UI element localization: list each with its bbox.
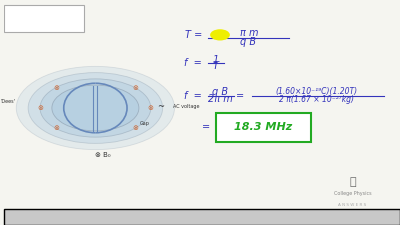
Text: ~: ~ [157,102,164,111]
Text: 81PE: 81PE [30,12,58,22]
Text: 2π m: 2π m [208,94,232,104]
Text: T: T [213,61,219,71]
Ellipse shape [52,85,139,131]
Text: 'Dees': 'Dees' [1,99,16,104]
Text: College Physics: College Physics [334,191,371,196]
Text: ⊗: ⊗ [37,105,43,111]
Text: 🎓: 🎓 [349,177,356,187]
Text: ⊗: ⊗ [148,105,154,111]
Text: ⊗ B₀: ⊗ B₀ [96,152,111,158]
Ellipse shape [16,66,174,150]
Circle shape [210,29,230,40]
Ellipse shape [28,73,163,143]
Text: AC voltage: AC voltage [172,104,199,109]
Text: q B: q B [240,37,256,47]
Text: 18.3 MHz: 18.3 MHz [234,122,293,132]
FancyBboxPatch shape [4,4,84,32]
Text: 2 π(1.67 × 10⁻²⁷kg): 2 π(1.67 × 10⁻²⁷kg) [280,95,354,104]
Text: ⊗: ⊗ [53,85,59,91]
Text: ⊗: ⊗ [132,125,138,131]
Text: f  =: f = [184,58,202,68]
Text: Gap: Gap [140,121,150,126]
Text: q B: q B [212,87,228,97]
Text: (1.60×10⁻¹⁹C)(1.20T): (1.60×10⁻¹⁹C)(1.20T) [276,87,358,96]
Text: π m: π m [240,28,259,38]
FancyBboxPatch shape [4,209,400,225]
Text: ⊗: ⊗ [53,125,59,131]
Text: A N S W E R S: A N S W E R S [338,203,367,207]
Text: ⊗: ⊗ [132,85,138,91]
Text: 2: 2 [217,30,223,40]
Text: T =: T = [185,30,202,40]
Text: f  =: f = [184,91,202,101]
Text: =: = [202,122,210,132]
Text: =: = [236,91,244,101]
Text: 1: 1 [213,55,219,65]
FancyBboxPatch shape [216,112,311,142]
Ellipse shape [40,79,151,137]
